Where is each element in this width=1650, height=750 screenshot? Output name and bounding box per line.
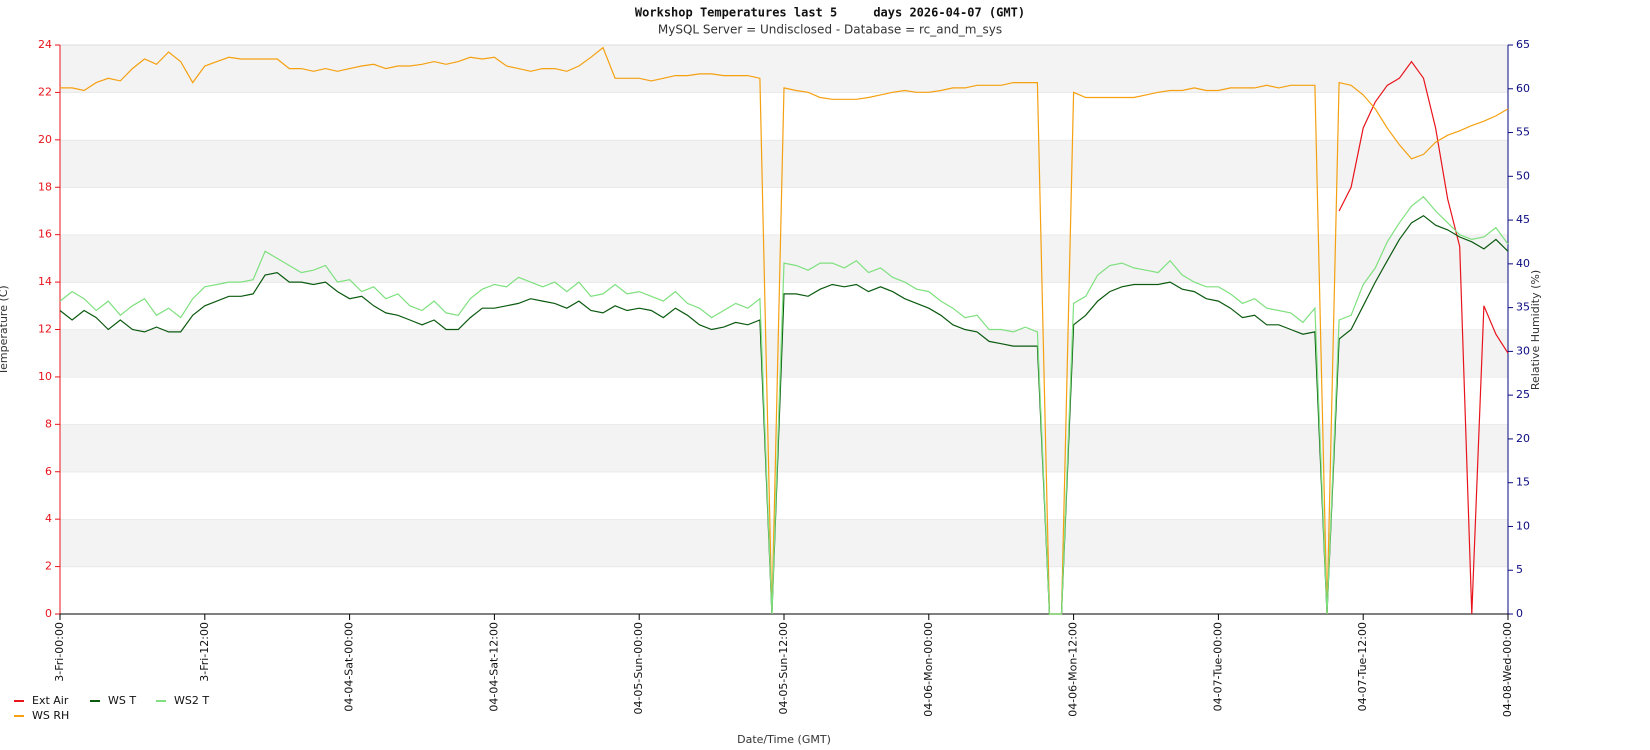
x-tick-label: 04-04-Sat-12:00 (487, 622, 500, 712)
x-tick-label: 04-04-Sat-00:00 (343, 622, 356, 712)
y-tick-label: 22 (38, 85, 52, 98)
y-tick-label: 24 (38, 38, 52, 51)
grid-band (60, 139, 1508, 188)
grid-band (60, 471, 1508, 520)
legend-label: WS RH (32, 709, 69, 722)
y-tick-label: 4 (45, 512, 52, 525)
y-tick-label: 16 (38, 228, 52, 241)
y-tick-label: 2 (45, 560, 52, 573)
y2-tick-label: 65 (1516, 38, 1530, 51)
chart-subtitle: MySQL Server = Undisclosed - Database = … (658, 23, 1002, 37)
grid-band (60, 329, 1508, 377)
x-tick-label: 04-06-Mon-00:00 (922, 622, 935, 717)
x-tick-label: 04-05-Sun-00:00 (632, 622, 645, 715)
y2-tick-label: 5 (1516, 563, 1523, 576)
grid-band (60, 187, 1508, 235)
y2-tick-label: 10 (1516, 519, 1530, 532)
y2-tick-label: 35 (1516, 301, 1530, 314)
y2-tick-label: 60 (1516, 82, 1530, 95)
legend-label: WS T (108, 694, 136, 707)
legend-label: WS2 T (174, 694, 209, 707)
y2-tick-label: 20 (1516, 432, 1530, 445)
y-axis-title: Temperature (C) (0, 285, 10, 375)
x-tick-label: 3-Fri-12:00 (198, 622, 211, 682)
grid-band (60, 376, 1508, 425)
grid-band (60, 519, 1508, 567)
y2-tick-label: 30 (1516, 344, 1530, 357)
y-tick-label: 12 (38, 323, 52, 336)
y-tick-label: 14 (38, 275, 52, 288)
grid-band (60, 424, 1508, 472)
x-axis-title: Date/Time (GMT) (737, 733, 831, 746)
x-tick-label: 04-05-Sun-12:00 (777, 622, 790, 715)
y2-tick-label: 15 (1516, 476, 1530, 489)
grid-band (60, 566, 1508, 614)
y-tick-label: 0 (45, 607, 52, 620)
y2-axis-title: Relative Humidity (%) (1529, 270, 1542, 390)
legend-label: Ext Air (32, 694, 69, 707)
y-tick-label: 10 (38, 370, 52, 383)
x-tick-label: 3-Fri-00:00 (53, 622, 66, 682)
x-tick-label: 04-07-Tue-00:00 (1211, 622, 1224, 711)
series-line (59, 195, 1509, 615)
x-tick-label: 04-06-Mon-12:00 (1067, 622, 1080, 717)
y-tick-label: 6 (45, 465, 52, 478)
y2-tick-label: 40 (1516, 257, 1530, 270)
x-tick-label: 04-08-Wed-00:00 (1501, 622, 1514, 717)
y-tick-label: 8 (45, 417, 52, 430)
series-line (59, 214, 1509, 615)
y-tick-label: 18 (38, 180, 52, 193)
y2-tick-label: 0 (1516, 607, 1523, 620)
y2-tick-label: 45 (1516, 213, 1530, 226)
series-line (1338, 60, 1509, 615)
chart-title: Workshop Temperatures last 5 days 2026-0… (635, 6, 1025, 20)
y2-tick-label: 25 (1516, 388, 1530, 401)
y2-tick-label: 55 (1516, 126, 1530, 139)
series-line (60, 46, 1509, 615)
x-tick-label: 04-07-Tue-12:00 (1356, 622, 1369, 711)
y-tick-label: 20 (38, 133, 52, 146)
y2-tick-label: 50 (1516, 169, 1530, 182)
